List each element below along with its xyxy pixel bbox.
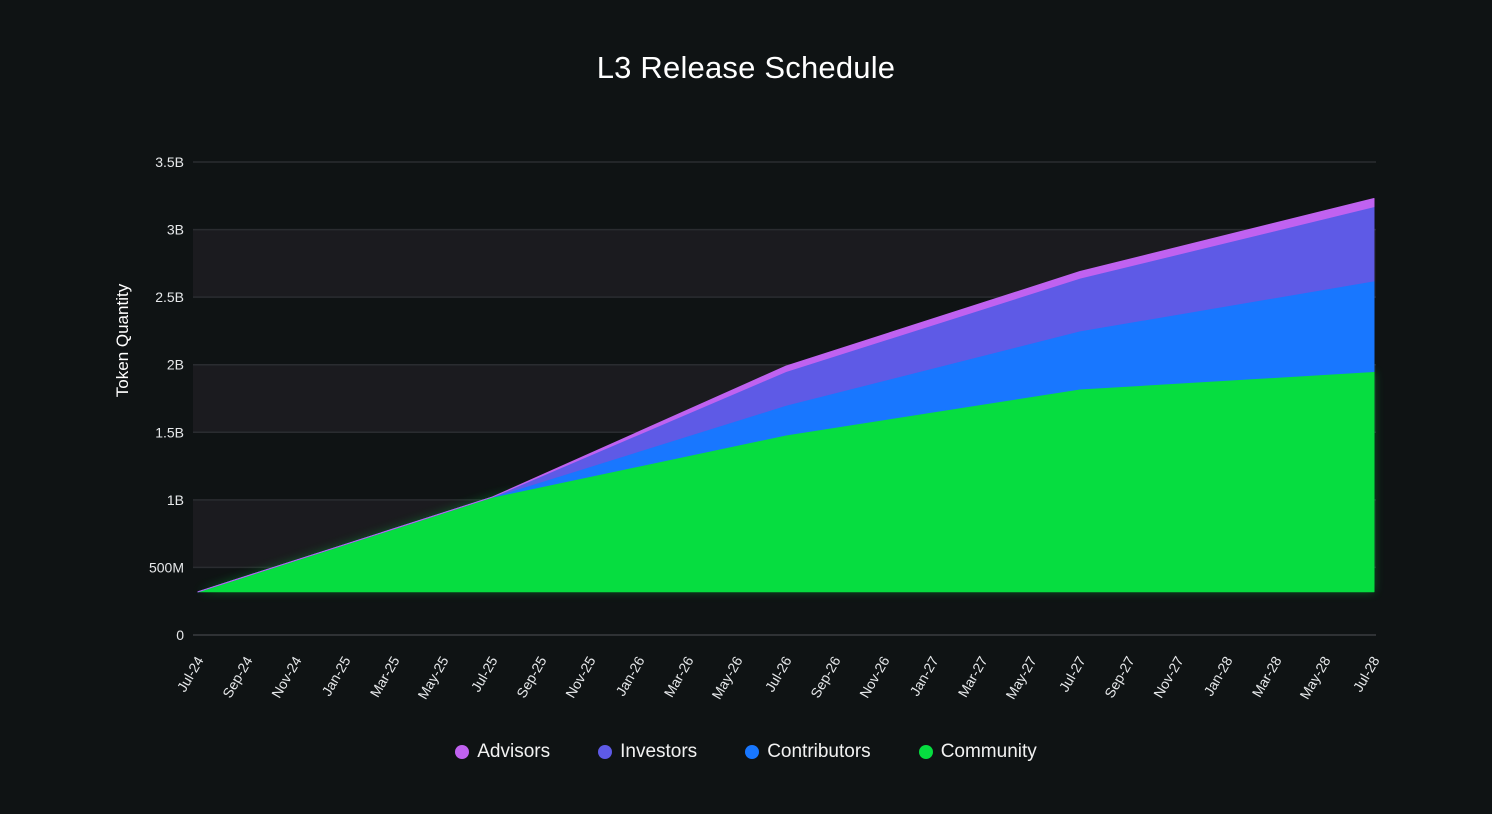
legend-label: Investors — [620, 741, 698, 762]
legend-item-contributors[interactable]: Contributors — [745, 741, 871, 763]
area-advisors — [197, 198, 1375, 593]
x-tick-label: Sep-25 — [513, 653, 550, 700]
x-tick-label: May-25 — [414, 653, 451, 702]
y-tick-label: 3.5B — [155, 154, 184, 170]
x-tick-label: Jan-27 — [906, 653, 941, 698]
y-tick-label: 500M — [149, 559, 184, 575]
x-tick-label: Jul-26 — [762, 653, 795, 694]
legend-dot-icon — [455, 745, 470, 759]
x-tick-label: Sep-26 — [807, 653, 844, 700]
y-tick-label: 0 — [176, 627, 184, 643]
x-tick-label: Jul-25 — [468, 653, 501, 694]
legend-dot-icon — [745, 745, 760, 759]
x-tick-label: Mar-26 — [661, 653, 697, 700]
legend-item-community[interactable]: Community — [918, 741, 1037, 763]
legend-label: Community — [940, 741, 1037, 762]
legend: Advisors Investors Contributors Community — [0, 741, 1492, 763]
legend-label: Contributors — [767, 741, 871, 762]
y-tick-label: 2.5B — [155, 289, 184, 305]
x-tick-label: Jul-27 — [1056, 653, 1089, 694]
x-tick-label: Nov-26 — [856, 653, 893, 700]
chart-title: L3 Release Schedule — [596, 50, 896, 85]
y-tick-label: 1B — [167, 492, 184, 508]
x-tick-label: Jan-26 — [612, 653, 647, 698]
legend-dot-icon — [918, 745, 933, 759]
x-tick-label: Jan-28 — [1200, 653, 1235, 698]
x-tick-label: Mar-27 — [955, 653, 991, 700]
x-tick-label: Jul-28 — [1350, 653, 1383, 694]
legend-item-investors[interactable]: Investors — [598, 741, 697, 763]
x-tick-label: Jul-24 — [174, 653, 207, 694]
y-axis-title: Token Quantity — [113, 283, 132, 397]
x-tick-label: Nov-25 — [562, 653, 599, 700]
x-tick-label: Sep-27 — [1101, 653, 1138, 700]
x-tick-label: May-26 — [708, 653, 745, 702]
y-tick-label: 3B — [167, 222, 184, 238]
y-tick-label: 2B — [167, 357, 184, 373]
grid-band — [193, 162, 1376, 230]
legend-item-advisors[interactable]: Advisors — [455, 741, 550, 763]
legend-label: Advisors — [477, 741, 551, 762]
x-tick-label: Mar-28 — [1249, 653, 1285, 700]
x-tick-label: May-28 — [1296, 653, 1333, 702]
legend-dot-icon — [598, 745, 613, 759]
y-tick-label: 1.5B — [155, 424, 184, 440]
x-tick-label: Nov-24 — [268, 653, 305, 700]
x-tick-label: May-27 — [1002, 653, 1039, 702]
x-tick-label: Nov-27 — [1150, 653, 1187, 700]
x-tick-label: Jan-25 — [318, 653, 353, 698]
x-tick-label: Sep-24 — [219, 653, 256, 700]
x-tick-label: Mar-25 — [367, 653, 403, 700]
